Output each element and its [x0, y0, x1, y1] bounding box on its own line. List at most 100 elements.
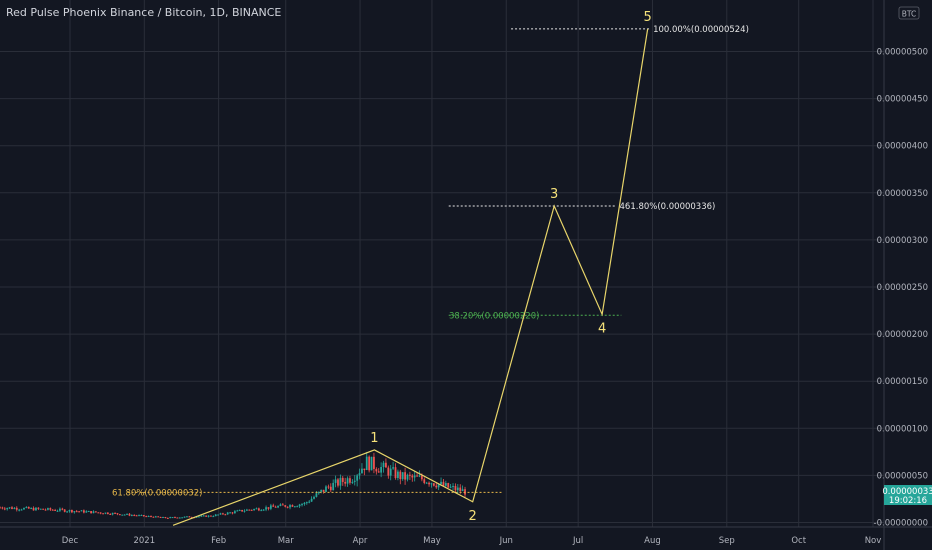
candle-body [15, 507, 18, 510]
x-tick-label: Jul [572, 536, 583, 546]
candle-body [104, 512, 107, 514]
candle-body [114, 512, 116, 514]
candle-body [130, 515, 133, 517]
candle-body [157, 516, 160, 518]
grid-layer [0, 0, 884, 527]
candle-body [375, 468, 378, 472]
wave-label-4: 4 [598, 321, 606, 336]
candle-body [286, 506, 289, 508]
candle-body [71, 510, 73, 513]
last-price-tag: 0.00000033 19:02:16 [882, 485, 932, 506]
candle-body [241, 509, 243, 512]
candle-body [262, 509, 265, 511]
candle-body [87, 511, 90, 513]
candle-body [305, 502, 308, 504]
candle-body [1, 507, 4, 509]
candle-body [147, 516, 150, 518]
candle-body [293, 506, 296, 508]
candle-body [385, 462, 387, 468]
fib-level-label: 461.80%(0.00000336) [620, 202, 716, 212]
candle-body [301, 504, 303, 506]
fib-level-label: 38.20%(0.00000220) [449, 311, 539, 321]
candle-body [186, 516, 188, 518]
candle-body [339, 477, 342, 486]
candle-body [188, 516, 191, 518]
candle-body [20, 509, 23, 511]
y-tick-label: -0.00000000 [874, 519, 928, 529]
candle-body [0, 507, 1, 509]
x-tick-label: Feb [211, 536, 226, 546]
candle-body [217, 514, 220, 516]
candle-body [327, 486, 330, 488]
candle-body [265, 507, 267, 510]
candle-body [176, 517, 179, 519]
candle-body [59, 508, 61, 511]
chart-title: Red Pulse Phoenix Binance / Bitcoin, 1D,… [6, 6, 282, 19]
candle-body [274, 506, 277, 508]
candle-body [346, 478, 349, 484]
candle-body [51, 509, 54, 511]
x-tick-label: Oct [791, 536, 806, 546]
x-tick-label: Mar [278, 536, 295, 546]
candle-body [420, 475, 423, 480]
candle-body [435, 485, 438, 488]
candle-body [267, 507, 270, 509]
candle-body [85, 511, 88, 513]
candle-body [423, 479, 426, 483]
candle-body [27, 506, 30, 509]
candle-body [32, 507, 35, 511]
candle-body [159, 516, 162, 518]
candle-body [118, 514, 121, 516]
candle-body [166, 517, 169, 519]
candle-body [68, 510, 71, 512]
candle-body [37, 507, 40, 509]
candle-body [44, 509, 47, 511]
candle-body [140, 515, 143, 517]
candle-body [257, 508, 260, 511]
candle-body [75, 511, 78, 513]
candle-body [255, 508, 258, 510]
candle-body [111, 512, 114, 515]
x-tick-label: May [423, 536, 441, 546]
candle-body [171, 517, 174, 519]
candle-body [92, 511, 95, 514]
x-tick-label: Jun [499, 536, 513, 546]
candle-body [315, 493, 318, 497]
candle-body [394, 467, 397, 478]
candle-body [411, 475, 414, 478]
x-tick-label: Aug [644, 536, 661, 546]
candle-body [337, 479, 339, 486]
y-tick-label: 0.00000250 [877, 283, 928, 293]
candle-body [277, 505, 279, 508]
x-tick-label: 2021 [133, 536, 155, 546]
candle-body [123, 514, 126, 516]
candle-body [245, 509, 248, 511]
candle-body [212, 516, 215, 518]
candle-body [363, 468, 366, 471]
candle-body [310, 498, 313, 502]
candle-body [121, 514, 124, 516]
candle-body [200, 515, 203, 517]
candle-body [356, 475, 359, 481]
candle-body [442, 481, 445, 486]
candle-body [373, 456, 375, 469]
candle-body [35, 507, 37, 511]
y-tick-label: 0.00000050 [877, 471, 928, 481]
candle-body [380, 466, 383, 473]
candle-body [341, 477, 344, 482]
candle-body [332, 482, 335, 491]
candle-body [351, 481, 354, 483]
candle-body [437, 484, 440, 488]
candle-body [90, 511, 92, 514]
candle-body [3, 508, 6, 510]
wave-label-3: 3 [550, 187, 558, 202]
candle-body [334, 479, 337, 483]
candle-body [317, 491, 320, 494]
candle-body [320, 489, 323, 492]
candle-body [126, 513, 128, 515]
currency-badge-label: BTC [902, 10, 917, 19]
candle-body [61, 508, 64, 510]
candle-body [358, 473, 361, 476]
